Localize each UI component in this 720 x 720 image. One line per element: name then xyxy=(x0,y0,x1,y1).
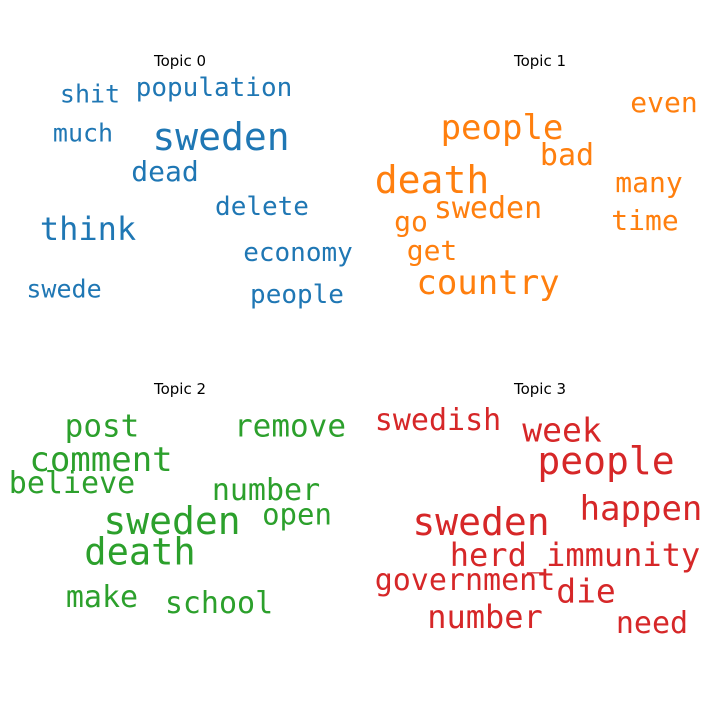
word-even: even xyxy=(630,86,698,119)
word-shit: shit xyxy=(59,79,121,109)
word-delete: delete xyxy=(215,192,309,222)
word-sweden: sweden xyxy=(152,115,290,159)
word-sweden: sweden xyxy=(433,191,543,226)
word-school: school xyxy=(164,586,274,621)
word-death: death xyxy=(374,158,490,202)
topic-title: Topic 1 xyxy=(513,52,567,70)
word-people: people xyxy=(440,108,564,148)
topic-title: Topic 2 xyxy=(153,380,207,398)
word-country: country xyxy=(416,263,560,303)
word-dead: dead xyxy=(131,155,199,188)
topic-panel-0: Topic 0 sweden think dead population delete ec… xyxy=(0,0,360,360)
word-die: die xyxy=(556,571,616,611)
word-post: post xyxy=(64,408,140,445)
word-week: week xyxy=(522,410,602,450)
word-much: much xyxy=(52,118,114,148)
word-sweden: sweden xyxy=(412,500,550,544)
word-make: make xyxy=(65,580,139,615)
word-bad: bad xyxy=(539,138,595,173)
word-number: number xyxy=(211,473,321,508)
word-need: need xyxy=(615,606,689,641)
topic-panel-1: Topic 1 death people country bad sweden many ti… xyxy=(360,0,720,360)
topic-panel-3: Topic 3 sweden people happen week herd_immuni… xyxy=(360,328,720,688)
word-go: go xyxy=(394,205,428,238)
topic-panel-2: Topic 2 sweden death comment remove post numbe… xyxy=(0,328,360,688)
word-swede: swede xyxy=(26,274,102,304)
word-open: open xyxy=(262,497,332,532)
word-people: people xyxy=(250,280,344,310)
word-population: population xyxy=(135,73,293,103)
word-economy: economy xyxy=(243,238,353,268)
word-government: government xyxy=(374,563,556,598)
word-think: think xyxy=(39,210,137,248)
word-believe: believe xyxy=(8,466,136,501)
word-comment: comment xyxy=(29,440,173,480)
word-time: time xyxy=(611,204,679,237)
word-number: number xyxy=(427,598,543,636)
topic-title: Topic 0 xyxy=(153,52,207,70)
word-remove: remove xyxy=(234,408,346,445)
word-get: get xyxy=(406,234,458,267)
word-swedish: swedish xyxy=(374,403,502,438)
word-sweden: sweden xyxy=(103,499,241,543)
word-people: people xyxy=(537,439,675,483)
word-death: death xyxy=(84,530,196,574)
topic-title: Topic 3 xyxy=(513,380,567,398)
word-happen: happen xyxy=(579,489,703,529)
word-herd-immunity: herd_immunity xyxy=(449,536,701,574)
word-many: many xyxy=(615,166,683,199)
